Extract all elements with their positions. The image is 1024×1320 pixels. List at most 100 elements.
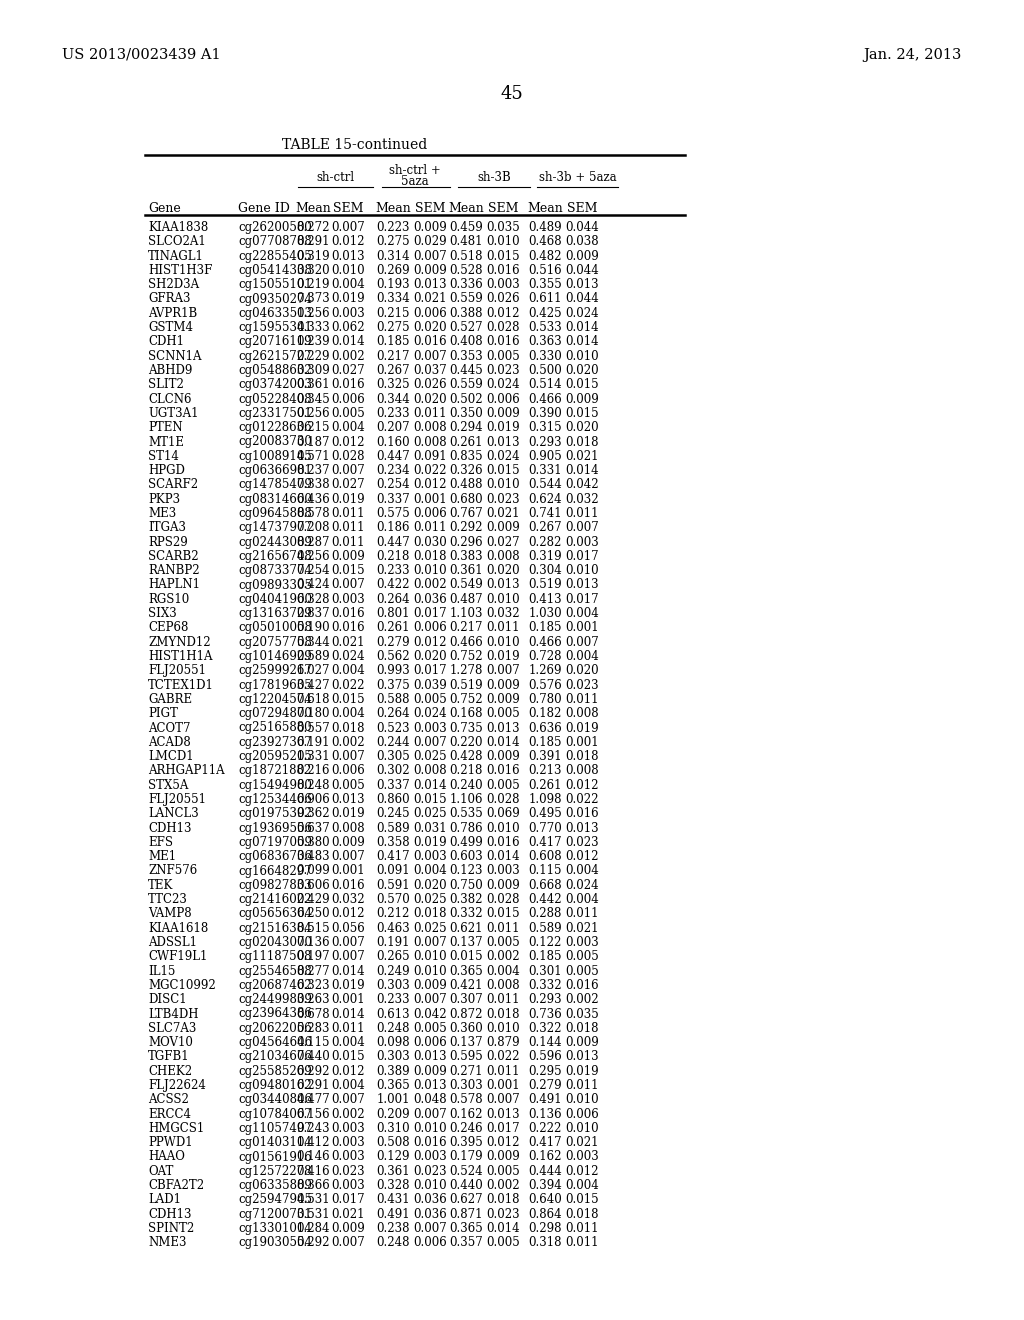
Text: 0.678: 0.678: [296, 1007, 330, 1020]
Text: 0.016: 0.016: [331, 379, 365, 391]
Text: 0.012: 0.012: [331, 1065, 365, 1077]
Text: 0.011: 0.011: [565, 1222, 599, 1236]
Text: 0.005: 0.005: [486, 708, 520, 721]
Text: 0.012: 0.012: [565, 1164, 599, 1177]
Text: 0.207: 0.207: [376, 421, 410, 434]
Text: 0.021: 0.021: [331, 636, 365, 648]
Text: 0.018: 0.018: [486, 1193, 520, 1206]
Text: 0.185: 0.185: [376, 335, 410, 348]
Text: 0.333: 0.333: [296, 321, 330, 334]
Text: PTEN: PTEN: [148, 421, 182, 434]
Text: 0.429: 0.429: [296, 894, 330, 906]
Text: 1.106: 1.106: [450, 793, 482, 807]
Text: 0.001: 0.001: [331, 865, 365, 878]
Text: 0.028: 0.028: [331, 450, 365, 463]
Text: MOV10: MOV10: [148, 1036, 193, 1049]
Text: 0.293: 0.293: [528, 993, 562, 1006]
Text: 0.010: 0.010: [565, 350, 599, 363]
Text: 0.427: 0.427: [296, 678, 330, 692]
Text: CDH13: CDH13: [148, 821, 191, 834]
Text: 0.014: 0.014: [486, 1222, 520, 1236]
Text: 0.481: 0.481: [450, 235, 482, 248]
Text: 0.042: 0.042: [565, 478, 599, 491]
Text: 0.012: 0.012: [331, 235, 365, 248]
Text: 0.315: 0.315: [528, 421, 562, 434]
Text: 0.860: 0.860: [376, 793, 410, 807]
Text: cg25585269: cg25585269: [238, 1065, 311, 1077]
Text: 0.021: 0.021: [414, 293, 446, 305]
Text: 0.006: 0.006: [413, 1036, 446, 1049]
Text: 0.361: 0.361: [296, 379, 330, 391]
Text: 0.218: 0.218: [376, 550, 410, 562]
Text: 0.006: 0.006: [413, 306, 446, 319]
Text: 0.523: 0.523: [376, 722, 410, 734]
Text: 0.361: 0.361: [450, 564, 482, 577]
Text: 0.328: 0.328: [296, 593, 330, 606]
Text: 0.261: 0.261: [528, 779, 562, 792]
Text: ADSSL1: ADSSL1: [148, 936, 197, 949]
Text: 0.026: 0.026: [414, 379, 446, 391]
Text: cg19030554: cg19030554: [238, 1237, 312, 1249]
Text: 0.323: 0.323: [296, 979, 330, 991]
Text: 0.233: 0.233: [376, 564, 410, 577]
Text: 0.024: 0.024: [565, 879, 599, 892]
Text: 0.023: 0.023: [486, 364, 520, 378]
Text: 0.008: 0.008: [414, 421, 446, 434]
Text: SCARB2: SCARB2: [148, 550, 199, 562]
Text: FLJ20551: FLJ20551: [148, 664, 206, 677]
Text: 0.263: 0.263: [296, 993, 330, 1006]
Text: 0.491: 0.491: [376, 1208, 410, 1221]
Text: ST14: ST14: [148, 450, 179, 463]
Text: 0.001: 0.001: [565, 735, 599, 748]
Text: 0.468: 0.468: [528, 235, 562, 248]
Text: 0.298: 0.298: [528, 1222, 562, 1236]
Text: 0.007: 0.007: [331, 850, 365, 863]
Text: 0.037: 0.037: [413, 364, 446, 378]
Text: 0.332: 0.332: [528, 979, 562, 991]
Text: 0.019: 0.019: [331, 293, 365, 305]
Text: 0.362: 0.362: [296, 808, 330, 820]
Text: 0.021: 0.021: [565, 450, 599, 463]
Text: 0.248: 0.248: [376, 1237, 410, 1249]
Text: 0.248: 0.248: [376, 1022, 410, 1035]
Text: cg03742003: cg03742003: [238, 379, 312, 391]
Text: 0.010: 0.010: [414, 965, 446, 978]
Text: 0.015: 0.015: [565, 1193, 599, 1206]
Text: 0.020: 0.020: [565, 421, 599, 434]
Text: 0.014: 0.014: [486, 735, 520, 748]
Text: 0.535: 0.535: [450, 808, 483, 820]
Text: 0.032: 0.032: [331, 894, 365, 906]
Text: 0.024: 0.024: [331, 649, 365, 663]
Text: 0.337: 0.337: [376, 492, 410, 506]
Text: HAPLN1: HAPLN1: [148, 578, 200, 591]
Text: 0.006: 0.006: [565, 1107, 599, 1121]
Text: ABHD9: ABHD9: [148, 364, 193, 378]
Text: 0.428: 0.428: [450, 750, 482, 763]
Text: LAD1: LAD1: [148, 1193, 181, 1206]
Text: 0.365: 0.365: [450, 965, 483, 978]
Text: 0.039: 0.039: [413, 678, 446, 692]
Text: 0.013: 0.013: [565, 821, 599, 834]
Text: 0.123: 0.123: [450, 865, 482, 878]
Text: 0.528: 0.528: [450, 264, 482, 277]
Text: cg09480162: cg09480162: [238, 1078, 311, 1092]
Text: UGT3A1: UGT3A1: [148, 407, 199, 420]
Text: 0.013: 0.013: [486, 578, 520, 591]
Text: 0.012: 0.012: [486, 306, 520, 319]
Text: 0.320: 0.320: [296, 264, 330, 277]
Text: 0.330: 0.330: [528, 350, 562, 363]
Text: 0.026: 0.026: [486, 293, 520, 305]
Text: cg10089145: cg10089145: [238, 450, 311, 463]
Text: sh-3b + 5aza: sh-3b + 5aza: [539, 172, 616, 183]
Text: HPGD: HPGD: [148, 465, 185, 477]
Text: 1.030: 1.030: [528, 607, 562, 620]
Text: 0.098: 0.098: [376, 1036, 410, 1049]
Text: 0.217: 0.217: [450, 622, 482, 635]
Text: 0.005: 0.005: [565, 950, 599, 964]
Text: 0.835: 0.835: [450, 450, 482, 463]
Text: 1.098: 1.098: [528, 793, 562, 807]
Text: 0.002: 0.002: [331, 350, 365, 363]
Text: 0.027: 0.027: [486, 536, 520, 549]
Text: cg71200731: cg71200731: [238, 1208, 311, 1221]
Text: 0.780: 0.780: [528, 693, 562, 706]
